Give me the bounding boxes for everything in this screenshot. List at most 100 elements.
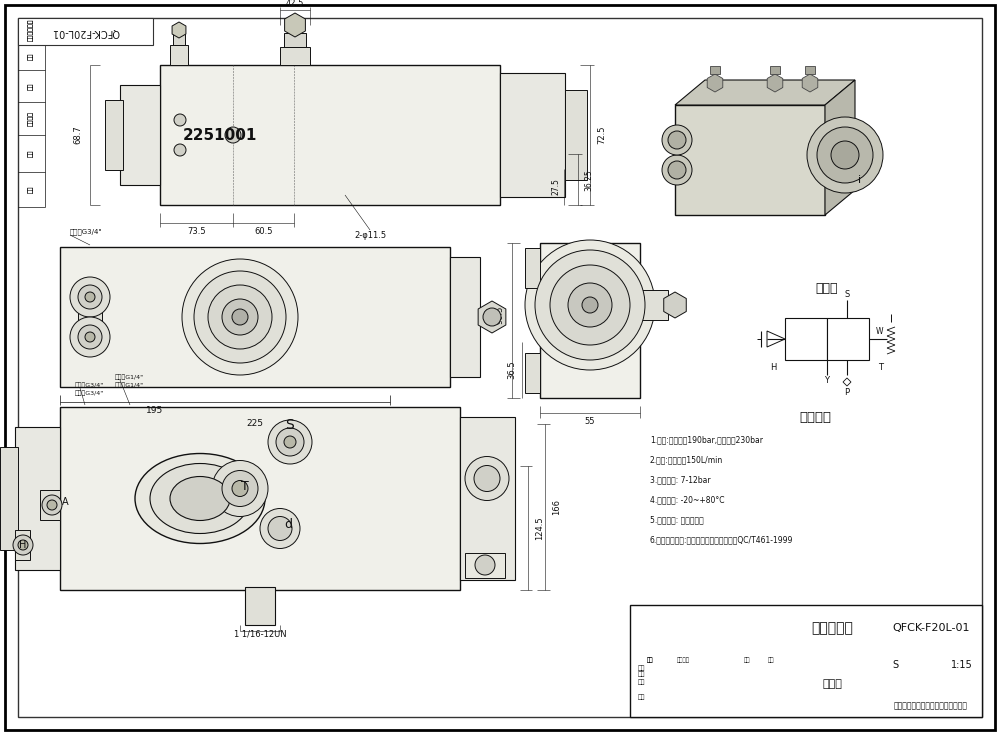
Bar [827,318,869,360]
Text: 原理图: 原理图 [816,282,838,295]
Text: QFCK-F20L-01: QFCK-F20L-01 [51,27,119,37]
Bar [60,407,460,590]
Circle shape [284,436,296,448]
Text: T: T [879,362,884,371]
Bar [15,530,30,560]
Circle shape [582,297,598,313]
Circle shape [535,250,645,360]
Circle shape [174,144,186,156]
Text: 195: 195 [146,406,164,415]
Bar [284,33,306,47]
Text: 36.25: 36.25 [584,169,594,191]
Text: Y: Y [824,376,830,384]
Text: 退次: 退次 [28,52,34,60]
Circle shape [208,285,272,349]
Text: 签字: 签字 [28,150,34,157]
Text: 更改文件: 更改文件 [676,657,690,663]
Circle shape [70,317,110,357]
Text: H: H [19,540,27,550]
Bar [540,243,640,398]
Circle shape [85,292,95,302]
Text: 进气口G1/4": 进气口G1/4" [115,382,144,388]
Ellipse shape [150,464,250,534]
Bar [785,318,827,360]
Text: 技术参数: 技术参数 [799,411,831,423]
Bar [640,290,668,320]
Circle shape [668,131,686,149]
Text: 3.控制气压: 7-12bar: 3.控制气压: 7-12bar [650,476,711,484]
Text: S: S [844,290,850,298]
Bar [40,490,60,520]
Circle shape [182,259,298,375]
Text: 常州市武进安行液压件制造有限公司: 常州市武进安行液压件制造有限公司 [894,701,968,711]
Text: W: W [875,326,883,335]
Text: 日期: 日期 [768,657,774,663]
Circle shape [18,540,28,550]
Text: A: A [62,497,68,507]
Bar [630,605,982,717]
Bar [450,257,480,377]
Text: d: d [284,518,292,531]
Text: 1.压力:额定压力190bar,最大压力230bar: 1.压力:额定压力190bar,最大压力230bar [650,436,763,445]
Text: S: S [892,661,898,670]
Bar [805,66,815,74]
Text: 进油口G3/4": 进油口G3/4" [75,382,104,388]
Text: 签字: 签字 [744,657,750,663]
Bar [460,417,515,580]
Bar [160,65,500,205]
Text: 2.流量:最大流量150L/min: 2.流量:最大流量150L/min [650,456,723,465]
Circle shape [662,155,692,185]
Text: 校对: 校对 [638,665,646,671]
Text: 日期: 日期 [28,186,34,193]
Circle shape [475,555,495,575]
Bar [280,47,310,65]
Ellipse shape [135,453,265,543]
Circle shape [194,271,286,363]
Bar [710,66,720,74]
Circle shape [276,428,304,456]
Text: 60.5: 60.5 [254,226,273,235]
Text: 日期: 日期 [28,186,34,193]
Circle shape [78,285,102,309]
Bar [770,66,780,74]
Circle shape [47,500,57,510]
Text: 225: 225 [246,418,264,428]
Text: 72.5: 72.5 [598,126,606,144]
Text: 退次: 退次 [28,52,34,60]
Circle shape [222,470,258,506]
Text: QFCK-F20L-01: QFCK-F20L-01 [892,623,970,634]
Text: 签字: 签字 [28,150,34,157]
Bar [500,73,565,197]
Text: 2251001: 2251001 [183,127,257,143]
Text: 管道用件登记: 管道用件登记 [28,19,34,41]
Text: 液压换向阀: 液压换向阀 [812,622,853,636]
Text: 27.5: 27.5 [552,179,560,196]
Circle shape [807,117,883,193]
Circle shape [831,141,859,169]
Polygon shape [675,80,855,105]
Text: T: T [241,480,249,493]
Circle shape [268,420,312,464]
Circle shape [668,161,686,179]
Circle shape [268,517,292,540]
Bar [565,90,587,180]
Text: 6.产品执行标准:《汽车换向阀技术条件》QC/T461-1999: 6.产品执行标准:《汽车换向阀技术条件》QC/T461-1999 [650,536,793,545]
Text: 数量: 数量 [647,657,653,663]
Text: 90.5: 90.5 [496,306,505,324]
Text: 组合件: 组合件 [823,679,842,689]
Circle shape [225,127,241,143]
Circle shape [817,127,873,183]
Text: 审核: 审核 [638,679,646,685]
Bar [173,33,185,45]
Circle shape [174,114,186,126]
Text: 73.5: 73.5 [187,226,206,235]
Bar [0,447,18,550]
Text: i: i [858,175,862,185]
Circle shape [232,309,248,325]
Circle shape [232,481,248,497]
Circle shape [662,125,692,155]
Text: 1 1/16-12UN: 1 1/16-12UN [234,629,286,639]
Circle shape [474,465,500,492]
Text: 2-φ11.5: 2-φ11.5 [354,231,386,240]
Text: 进油口G3/4": 进油口G3/4" [70,229,103,235]
